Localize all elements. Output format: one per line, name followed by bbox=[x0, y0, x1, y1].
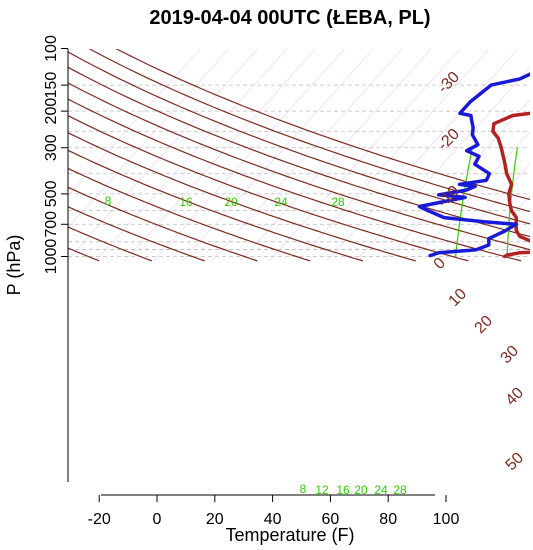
y-tick-label: 500 bbox=[43, 180, 60, 207]
isotherm-faint-line bbox=[153, 49, 345, 262]
isotherm-faint-line bbox=[529, 259, 530, 262]
y-axis-label: P (hPa) bbox=[4, 235, 24, 296]
isotherm-label: 30 bbox=[498, 342, 523, 367]
isotherm-label: -20 bbox=[435, 126, 463, 154]
isotherm-label: -10 bbox=[435, 183, 463, 211]
mixing-ratio-label-top: 28 bbox=[331, 195, 345, 209]
isotherm-faint-line bbox=[68, 49, 201, 197]
mixing-ratio-label-top: 24 bbox=[274, 195, 288, 209]
mixing-ratio-label-bottom: 24 bbox=[374, 483, 388, 497]
x-axis-label: Temperature (F) bbox=[225, 525, 354, 545]
isotherm-lines bbox=[0, 49, 530, 262]
isotherm-faint-line bbox=[297, 49, 490, 262]
x-tick-label: -20 bbox=[88, 511, 111, 528]
x-tick-label: 20 bbox=[206, 511, 224, 528]
mixing-ratio-label-bottom: 20 bbox=[354, 483, 368, 497]
isotherm-faint-line bbox=[68, 49, 259, 261]
y-tick-label: 200 bbox=[43, 98, 60, 125]
mixing-ratio-label-bottom: 12 bbox=[315, 483, 329, 497]
isotherm-faint-line bbox=[182, 49, 374, 262]
isotherm-faint-line bbox=[355, 67, 530, 262]
isotherm-faint-line bbox=[68, 49, 230, 229]
dry-adiabat-line bbox=[68, 149, 364, 262]
y-tick-label: 1000 bbox=[43, 239, 60, 275]
isotherm-label: 50 bbox=[503, 449, 528, 474]
isotherm-label: 10 bbox=[446, 285, 471, 310]
dry-adiabat-line bbox=[68, 114, 469, 262]
dry-adiabat-line bbox=[68, 98, 522, 262]
isotherm-faint-line bbox=[240, 49, 432, 262]
chart-title: 2019-04-04 00UTC (ŁEBA, PL) bbox=[149, 7, 430, 29]
y-tick-label: 100 bbox=[43, 35, 60, 62]
isotherm-faint-line bbox=[384, 99, 530, 262]
dry-adiabat-line bbox=[115, 49, 530, 201]
dry-adiabat-line bbox=[68, 186, 258, 262]
x-tick-label: 40 bbox=[264, 511, 282, 528]
isotherm-label: 40 bbox=[503, 384, 528, 409]
mixing-ratio-label-top: 8 bbox=[105, 194, 112, 208]
isotherm-faint-line bbox=[471, 195, 530, 262]
dry-adiabat-line bbox=[68, 206, 205, 262]
isotherm-faint-line bbox=[326, 49, 519, 262]
dry-adiabat-line bbox=[68, 82, 530, 251]
isotherm-label: 20 bbox=[472, 312, 497, 337]
dry-adiabat-line bbox=[68, 167, 311, 262]
mixing-ratio-label-top: 20 bbox=[224, 195, 238, 209]
x-tick-label: 100 bbox=[433, 511, 460, 528]
y-tick-label: 150 bbox=[43, 72, 60, 99]
mixing-ratio-labels: 8 16 20 24 28 8 12 16 20 24 28 bbox=[105, 194, 407, 497]
y-tick-label: 300 bbox=[43, 134, 60, 161]
isotherm-faint-line bbox=[124, 49, 316, 262]
x-tick-label: 0 bbox=[153, 511, 162, 528]
isotherm-faint-line bbox=[442, 163, 530, 262]
x-tick-label: 60 bbox=[322, 511, 340, 528]
isotherm-faint-line bbox=[211, 49, 403, 262]
dewpoint-line bbox=[417, 72, 530, 258]
mixing-ratio-label-bottom: 16 bbox=[336, 483, 350, 497]
mixing-ratio-line bbox=[455, 147, 473, 257]
dry-adiabat-line bbox=[0, 49, 46, 261]
x-tick-label: 80 bbox=[379, 511, 397, 528]
y-tick-label: 700 bbox=[43, 211, 60, 238]
mixing-ratio-line bbox=[506, 147, 518, 257]
mixing-ratio-label-top: 16 bbox=[179, 195, 193, 209]
temperature-line bbox=[491, 111, 530, 259]
dry-adiabat-line bbox=[68, 226, 153, 262]
isotherm-faint-line bbox=[269, 49, 461, 262]
sounding-series bbox=[417, 72, 530, 259]
mixing-ratio-label-bottom: 8 bbox=[300, 482, 307, 496]
isotherm-faint-line bbox=[413, 131, 530, 262]
dry-adiabat-line bbox=[68, 132, 416, 262]
mixing-ratio-label-bottom: 28 bbox=[393, 483, 407, 497]
dry-adiabat-line bbox=[68, 51, 530, 225]
